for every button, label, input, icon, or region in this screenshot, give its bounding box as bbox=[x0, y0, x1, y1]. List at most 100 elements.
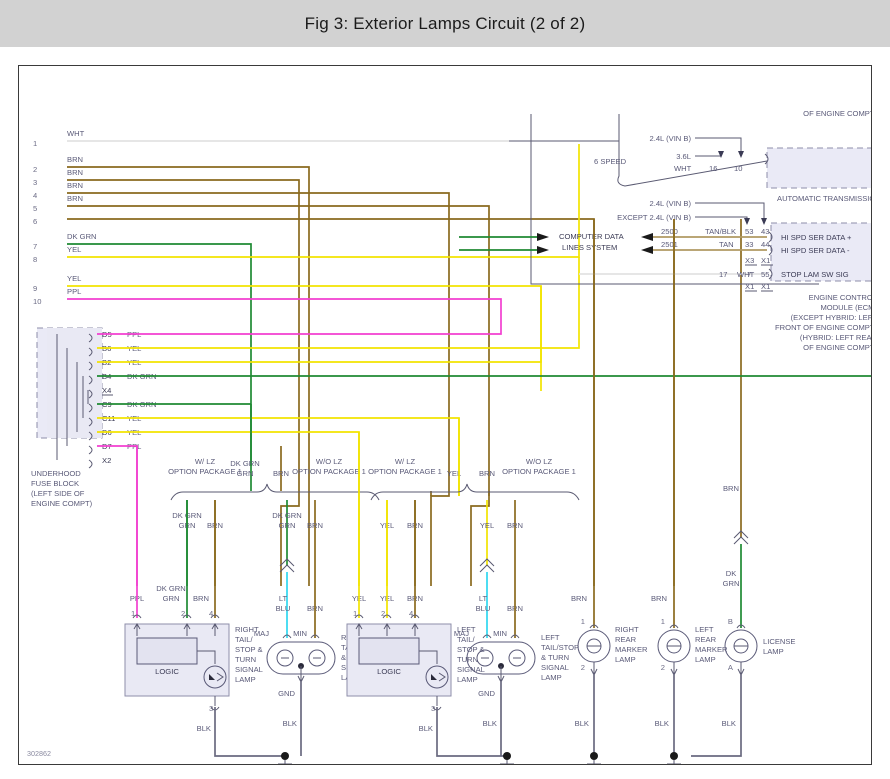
computer-data-lines-block[interactable]: COMPUTER DATA LINES SYSTEM 2500 2501 TAN… bbox=[459, 114, 871, 292]
fuse-pin-row: D6 YEL bbox=[88, 428, 360, 586]
ecm-caption-line: (HYBRID: LEFT REAR bbox=[800, 333, 871, 342]
svg-text:GRN: GRN bbox=[163, 594, 180, 603]
terminal-number: 6 bbox=[33, 217, 37, 226]
right-tail-stop-turn-module[interactable]: PPL DK GRN GRN BRN 1 2 4 LOGIC bbox=[124, 446, 285, 757]
module-out-pin: 3 bbox=[209, 704, 213, 713]
computer-data-label-line: LINES SYSTEM bbox=[562, 243, 617, 252]
option-right-label: W/O LZ bbox=[526, 457, 553, 466]
option-left-label: W/ LZ bbox=[395, 457, 416, 466]
terminal-number: 10 bbox=[33, 297, 41, 306]
circuit-pin-left: 33 bbox=[745, 240, 753, 249]
module-title-line: TAIL/ bbox=[457, 635, 475, 644]
option-top-wire-color: YEL bbox=[447, 469, 461, 478]
transmission-variant-a: 2.4L (VIN B) bbox=[650, 134, 692, 143]
logic-label: LOGIC bbox=[377, 667, 401, 676]
circuit-number: 2501 bbox=[661, 240, 678, 249]
terminal-color: DK GRN bbox=[67, 232, 97, 241]
ground-g403-right[interactable]: G403 (LEFT REAR OF TRUNK) bbox=[263, 752, 308, 764]
bulb-terminal: MIN bbox=[493, 629, 507, 638]
terminal-color: YEL bbox=[67, 245, 81, 254]
ground-g401-license[interactable]: G401 (LEFT REAR OF TRUNK) bbox=[652, 752, 697, 764]
terminal-color: BRN bbox=[67, 155, 83, 164]
module-pin-number: 2 bbox=[381, 609, 385, 618]
diagram-id-code: 302862 bbox=[27, 749, 51, 758]
ground-g401-center[interactable]: G401 (LEFT REAR OF TRUNK) bbox=[485, 752, 530, 764]
fuse-pin: X2 bbox=[102, 456, 111, 465]
svg-text:LT: LT bbox=[479, 594, 488, 603]
bulb-terminal: MAJ bbox=[254, 629, 269, 638]
circuit-color: TAN/BLK bbox=[705, 227, 736, 236]
stop-circuit-number: 17 bbox=[719, 270, 727, 279]
bulb-title-line: LAMP bbox=[615, 655, 636, 664]
svg-text:GRN: GRN bbox=[237, 469, 254, 478]
terminal-color: BRN bbox=[67, 168, 83, 177]
option-package-group-2: YEL BRN W/ LZ OPTION PACKAGE 1 W/O LZ OP… bbox=[368, 418, 580, 616]
transmission-variant-b: 3.6L bbox=[676, 152, 691, 161]
module-title-line: SIGNAL bbox=[235, 665, 263, 674]
option-top-wire-color: DK GRN bbox=[230, 459, 260, 468]
left-rear-marker-lamp[interactable]: BRN 1 2 BLK LEFT REAR MARKER LAMP bbox=[651, 219, 728, 756]
left-tail-stop-turn-lamp[interactable]: LT BLU BRN MAJ MIN GND BLK LEFT TAIL bbox=[454, 586, 579, 756]
logic-label: LOGIC bbox=[155, 667, 179, 676]
ecm-clipped-line: OF ENGINE COMPT) bbox=[803, 109, 871, 118]
option-branch-color: YEL bbox=[480, 521, 494, 530]
bulb-in-color: BRN bbox=[571, 594, 587, 603]
terminal-number: 4 bbox=[33, 191, 37, 200]
ecm-bottom-left: X1 bbox=[745, 282, 754, 291]
module-pin-number: 1 bbox=[353, 609, 357, 618]
module-pin-number: 2 bbox=[181, 609, 185, 618]
ecm-connector-right: X1 bbox=[761, 256, 770, 265]
bulb-out-color: BLK bbox=[575, 719, 589, 728]
option-right-label: W/O LZ bbox=[316, 457, 343, 466]
circuit-pin-left: 53 bbox=[745, 227, 753, 236]
terminal-color: BRN bbox=[67, 194, 83, 203]
license-lamp[interactable]: B A BLK LICENSE LAMP bbox=[691, 617, 796, 757]
terminal-color: YEL bbox=[67, 274, 81, 283]
module-title-line: TAIL/ bbox=[235, 635, 253, 644]
ecm-signal-name: HI SPD SER DATA - bbox=[781, 246, 850, 255]
bulb-in-color: BRN bbox=[651, 594, 667, 603]
left-tail-stop-turn-module[interactable]: YEL YEL BRN 1 2 4 LOGIC bbox=[346, 432, 507, 757]
bulb-title-line: LAMP bbox=[695, 655, 716, 664]
bulb-out-color: BLK bbox=[283, 719, 297, 728]
fuse-pin-row: B2 YEL bbox=[88, 286, 542, 371]
bulb-terminal: 2 bbox=[581, 663, 585, 672]
svg-text:GRN: GRN bbox=[723, 579, 740, 588]
option-right-label: OPTION PACKAGE 1 bbox=[292, 467, 366, 476]
stop-pin-left: 7 bbox=[747, 270, 751, 279]
page-title: Fig 3: Exterior Lamps Circuit (2 of 2) bbox=[304, 13, 586, 33]
svg-text:GRN: GRN bbox=[279, 521, 296, 530]
bulb-title-line: LAMP bbox=[763, 647, 784, 656]
underhood-fuse-block[interactable]: D5 PPL B6 YEL B2 YEL bbox=[31, 257, 871, 586]
bulb-title-line: RIGHT bbox=[615, 625, 639, 634]
option-top-wire-color: BRN bbox=[273, 469, 289, 478]
bulb-out-color: BLK bbox=[722, 719, 736, 728]
license-wire-transition: BRN DK GRN bbox=[723, 484, 749, 628]
ecm-caption-line: FRONT OF ENGINE COMPT) bbox=[775, 323, 871, 332]
right-rear-marker-lamp[interactable]: BRN 1 2 BLK RIGHT REAR MARKER LAMP bbox=[571, 219, 648, 756]
automatic-transmission-block[interactable]: 6 SPEED 2.4L (VIN B) 3.6L 16 10 WHT AUTO… bbox=[509, 114, 871, 203]
ecm-variant-a: 2.4L (VIN B) bbox=[650, 199, 692, 208]
bulb-terminal: 1 bbox=[661, 617, 665, 626]
svg-text:BLU: BLU bbox=[476, 604, 491, 613]
right-module-title: RIGHT TAIL/ STOP & TURN SIGNAL LAMP bbox=[235, 625, 263, 684]
svg-text:BLU: BLU bbox=[276, 604, 291, 613]
fuse-pin-row: C9 DK GRN bbox=[88, 400, 251, 413]
module-out-pin: 3 bbox=[431, 704, 435, 713]
ecm-bottom-right: X1 bbox=[761, 282, 770, 291]
ecm-caption: OF ENGINE COMPT) ENGINE CONTROL MODULE (… bbox=[775, 109, 871, 352]
transmission-box-label: AUTOMATIC TRANSMISSION bbox=[777, 194, 871, 203]
bulb-title-line: REAR bbox=[615, 635, 637, 644]
option-left-label: OPTION PACKAGE 1 bbox=[168, 467, 242, 476]
wire-transition-icon bbox=[479, 558, 495, 573]
fuse-block-name-line: (LEFT SIDE OF bbox=[31, 489, 85, 498]
bulb-terminal: 2 bbox=[661, 663, 665, 672]
diagram-canvas: 1 WHT 2 BRN 3 BRN 4 BRN 5 BRN bbox=[0, 47, 890, 779]
bulb-title-line: REAR bbox=[695, 635, 717, 644]
ground-g403-marker[interactable]: G403 (LEFT REAR OF TRUNK) bbox=[572, 752, 617, 764]
fuse-pin-row: D5 PPL bbox=[88, 329, 502, 343]
module-in-color: DK GRN bbox=[156, 584, 186, 593]
option-right-label: OPTION PACKAGE 1 bbox=[502, 467, 576, 476]
fuse-pin-row: B6 YEL bbox=[88, 257, 580, 357]
transmission-pin-b: 10 bbox=[734, 164, 742, 173]
